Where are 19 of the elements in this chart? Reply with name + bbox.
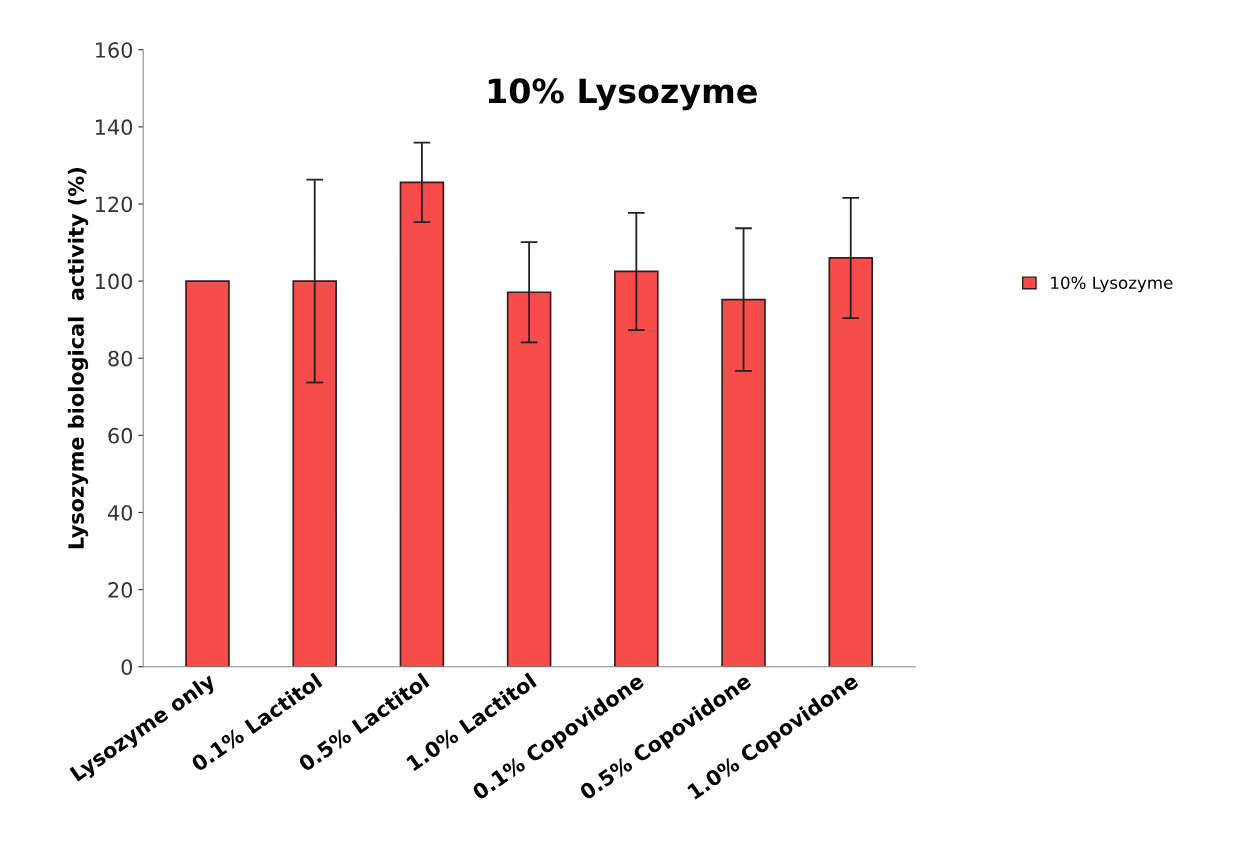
text: 10% Lysozyme bbox=[488, 78, 757, 111]
legend-label: 10% Lysozyme bbox=[1051, 276, 1173, 293]
bar bbox=[292, 280, 337, 667]
bar bbox=[614, 270, 659, 667]
bar bbox=[185, 280, 230, 667]
y-tick-label: 0 bbox=[121, 659, 133, 675]
y-tick-label: 60 bbox=[108, 427, 133, 444]
y-tick-label: 40 bbox=[107, 504, 133, 521]
bar bbox=[828, 257, 874, 667]
bar bbox=[506, 291, 552, 667]
y-tick-label: 80 bbox=[108, 350, 133, 367]
bar bbox=[399, 181, 445, 667]
y-tick-label: 100 bbox=[95, 273, 133, 290]
bar bbox=[721, 298, 766, 667]
y-tick-label: 140 bbox=[95, 119, 133, 136]
y-tick-label: 20 bbox=[108, 582, 133, 598]
y-axis-title: Lysozyme biological activity (%) bbox=[67, 168, 89, 549]
y-tick-label: 120 bbox=[95, 196, 133, 213]
y-tick-label: 160 bbox=[95, 42, 133, 58]
